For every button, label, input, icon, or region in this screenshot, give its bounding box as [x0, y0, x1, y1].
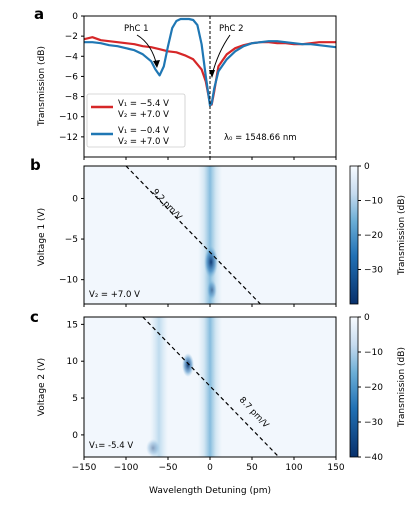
colorbar-tick-label: −10	[364, 348, 383, 358]
y-axis-label-a: Transmission (dB)	[37, 46, 47, 127]
x-ticks-c: −150 −100 −50 0 50 100 150	[72, 457, 345, 473]
panel-label-b: b	[30, 156, 41, 174]
panel-label-c: c	[30, 308, 39, 326]
x-tick-label: −150	[72, 463, 97, 473]
x-tick-label: 150	[327, 463, 344, 473]
panel-b: b 0−5−10 Voltage 1 (V) 9.2 pm/V V₂ = +7.…	[30, 156, 407, 307]
legend-a: V₁ = −5.4 V V₂ = +7.0 V V₁ = −0.4 V V₂ =…	[86, 93, 186, 148]
colorbar-b-label: Transmission (dB)	[397, 195, 407, 276]
y-tick-label-c: 0	[72, 431, 78, 441]
y-ticks-b: 0 −5 −10	[59, 194, 84, 286]
panel-a: a 0 −2 −4 −6 −8 −10 −12 Transmission (dB) PhC …	[34, 5, 337, 160]
heatmap-c-phc1-band	[150, 317, 168, 457]
y-tick-label-a: −2	[65, 32, 78, 42]
colorbar-b-ticks: 0 −10 −20 −30	[358, 162, 383, 276]
panel-label-a: a	[34, 5, 44, 23]
series-lines-a	[84, 17, 336, 107]
y-tick-label-a: −10	[59, 113, 78, 123]
colorbar-tick-label: −40	[364, 453, 383, 463]
legend-2-line2: V₂ = +7.0 V	[118, 137, 169, 147]
heatmap-b-crossing-spot	[204, 246, 218, 278]
legend-2-line1: V₁ = −0.4 V	[118, 126, 169, 136]
series-line-2	[84, 17, 336, 107]
phc2-arrowhead	[209, 70, 215, 78]
y-tick-label-a: −4	[65, 52, 79, 62]
colorbar-tick-label: 0	[364, 313, 370, 323]
y-tick-label-b: −10	[59, 276, 78, 286]
x-tick-label: −50	[159, 463, 178, 473]
x-axis-label: Wavelength Detuning (pm)	[149, 486, 271, 496]
heatmap-b-lower-spot	[207, 280, 217, 300]
y-tick-label-c: 5	[72, 394, 78, 404]
colorbar-tick-label: −20	[364, 231, 383, 241]
x-tick-label: 100	[285, 463, 302, 473]
colorbar-tick-label: −30	[364, 418, 383, 428]
heatmap-c-lower-spot	[146, 439, 160, 457]
heatmap-c-resonance-core	[204, 317, 216, 457]
y-tick-label-b: 0	[72, 194, 78, 204]
y-tick-label-a: 0	[72, 12, 78, 22]
y-axis-label-c: Voltage 2 (V)	[37, 358, 47, 416]
x-ticks-b	[83, 304, 337, 307]
colorbar-c-label: Transmission (dB)	[397, 347, 407, 428]
corner-label-b: V₂ = +7.0 V	[89, 290, 140, 300]
phc1-arrowhead	[153, 60, 160, 68]
y-ticks-a: 0 −2 −4 −6 −8 −10 −12	[59, 12, 84, 143]
colorbar-b	[349, 165, 359, 305]
y-tick-label-c: 10	[67, 357, 79, 367]
colorbar-tick-label: −30	[364, 266, 383, 276]
colorbar-c	[349, 316, 359, 458]
x-tick-label: 0	[207, 463, 213, 473]
y-tick-label-a: −12	[59, 133, 78, 143]
y-tick-label-c: 15	[67, 320, 78, 330]
legend-1-line2: V₂ = +7.0 V	[118, 110, 169, 120]
x-tick-label: −100	[114, 463, 139, 473]
frame-a	[83, 15, 337, 158]
colorbar-c-ticks: 0 −10 −20 −30 −40	[358, 313, 383, 463]
heatmap-c-crossing-spot	[182, 353, 194, 377]
y-axis-label-b: Voltage 1 (V)	[37, 208, 47, 266]
x-tick-label: 50	[246, 463, 258, 473]
colorbar-tick-label: 0	[364, 162, 370, 172]
colorbar-tick-label: −10	[364, 197, 383, 207]
y-ticks-c: 15 10 5 0	[67, 320, 84, 441]
y-tick-label-a: −8	[65, 93, 79, 103]
lambda-label: λ₀ = 1548.66 nm	[224, 133, 296, 143]
phc2-label: PhC 2	[219, 24, 244, 34]
legend-1-line1: V₁ = −5.4 V	[118, 99, 169, 109]
colorbar-tick-label: −20	[364, 383, 383, 393]
y-tick-label-a: −6	[65, 72, 79, 82]
slope-dashed-line-c	[142, 317, 280, 457]
y-tick-label-b: −5	[65, 235, 78, 245]
corner-label-c: V₁= -5.4 V	[89, 441, 133, 451]
phc1-label: PhC 1	[124, 24, 149, 34]
